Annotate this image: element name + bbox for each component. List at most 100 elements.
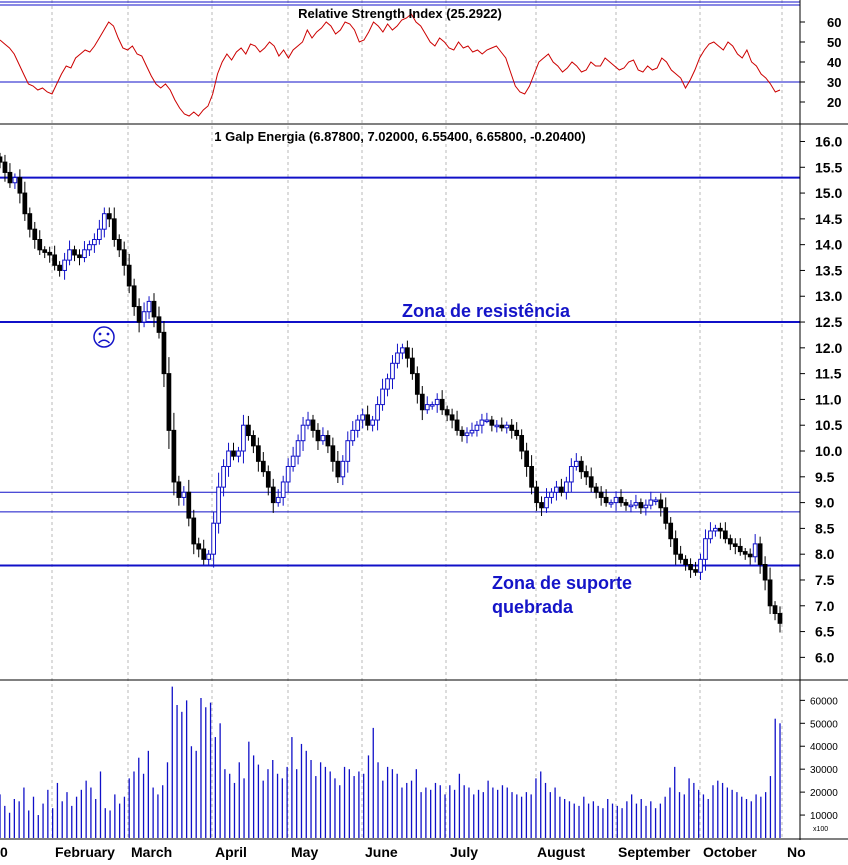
candle-body xyxy=(454,419,460,431)
candle-body xyxy=(141,311,147,323)
price-tick-label: 15.0 xyxy=(815,185,842,201)
candle-body xyxy=(722,530,728,540)
candle-body xyxy=(295,440,301,457)
volume-tick-label: 20000 xyxy=(810,788,838,799)
candle-body xyxy=(57,264,62,271)
candle-body xyxy=(439,398,445,411)
candle-body xyxy=(380,388,385,406)
rsi-tick-label: 50 xyxy=(827,35,841,50)
candle-body xyxy=(315,429,321,442)
candle-body xyxy=(300,424,306,442)
candle-body xyxy=(395,352,400,364)
candle-body xyxy=(648,499,654,506)
candle-body xyxy=(77,254,82,259)
candle-body xyxy=(588,476,594,488)
candle-body xyxy=(340,460,346,478)
candle-body xyxy=(305,419,311,426)
candle-body xyxy=(116,238,122,251)
candle-body xyxy=(325,435,331,447)
price-tick-label: 13.0 xyxy=(815,288,842,304)
price-tick-label: 10.0 xyxy=(815,443,842,459)
price-tick-label: 16.0 xyxy=(815,133,842,149)
candle-body xyxy=(405,347,410,359)
x-tick-label: No xyxy=(787,844,806,860)
candle-body xyxy=(350,429,356,442)
candle-body xyxy=(698,558,703,573)
candle-body xyxy=(678,553,683,560)
candle-body xyxy=(241,424,246,452)
candle-body xyxy=(201,548,207,560)
x-tick-label: 0 xyxy=(0,844,8,860)
candle-body xyxy=(330,445,336,462)
candle-body xyxy=(593,486,599,493)
price-tick-label: 6.0 xyxy=(815,649,835,665)
candle-body xyxy=(633,502,639,506)
candle-body xyxy=(97,228,102,240)
candle-body xyxy=(673,538,679,555)
candle-body xyxy=(732,543,738,547)
candle-body xyxy=(236,450,241,457)
rsi-tick-label: 20 xyxy=(827,95,841,110)
candle-body xyxy=(226,450,231,467)
candle-body xyxy=(0,156,3,163)
price-tick-label: 12.0 xyxy=(815,340,842,356)
candle-body xyxy=(772,605,778,615)
candle-body xyxy=(638,502,644,509)
candle-body xyxy=(151,300,157,318)
candle-body xyxy=(777,613,783,624)
candle-body xyxy=(72,249,77,256)
candle-body xyxy=(683,558,688,566)
candle-body xyxy=(693,569,698,573)
price-tick-label: 11.5 xyxy=(815,366,842,382)
price-title: 1 Galp Energia (6.87800, 7.02000, 6.5540… xyxy=(214,129,585,144)
candle-body xyxy=(434,398,440,406)
sad-face-icon xyxy=(93,326,115,348)
candle-body xyxy=(718,527,723,532)
candle-body xyxy=(757,543,763,566)
candle-body xyxy=(663,507,669,524)
price-tick-label: 9.0 xyxy=(815,495,835,511)
candle-body xyxy=(479,419,485,426)
support-annotation-line1: Zona de suporte xyxy=(492,573,632,593)
candle-body xyxy=(568,465,574,483)
candle-body xyxy=(176,481,182,498)
price-tick-label: 9.5 xyxy=(815,469,835,485)
candle-body xyxy=(767,579,773,607)
candle-body xyxy=(186,491,192,519)
candle-body xyxy=(345,440,351,462)
candle-body xyxy=(221,465,226,488)
x-tick-label: March xyxy=(131,844,172,860)
candle-body xyxy=(111,218,117,240)
candle-body xyxy=(335,460,341,478)
price-tick-label: 6.5 xyxy=(815,624,835,640)
price-tick-label: 8.0 xyxy=(815,546,835,562)
candle-body xyxy=(534,486,539,504)
rsi-line xyxy=(0,13,781,117)
candle-body xyxy=(375,404,380,421)
candle-body xyxy=(608,502,614,505)
candle-body xyxy=(419,393,425,411)
candle-body xyxy=(737,545,743,553)
candle-body xyxy=(92,238,97,246)
candle-body xyxy=(519,435,525,452)
candle-body xyxy=(191,517,197,545)
candle-body xyxy=(668,522,674,540)
support-annotation-line2: quebrada xyxy=(492,597,574,617)
candle-body xyxy=(32,228,38,240)
candle-body xyxy=(414,373,420,395)
volume-tick-label: 50000 xyxy=(810,719,838,730)
price-tick-label: 11.0 xyxy=(815,391,842,407)
candle-body xyxy=(489,419,495,426)
candle-body xyxy=(2,161,8,173)
volume-tick-label: 10000 xyxy=(810,811,838,822)
price-tick-label: 14.5 xyxy=(815,211,842,227)
candle-body xyxy=(231,450,236,457)
candle-body xyxy=(559,486,564,493)
candle-body xyxy=(17,177,23,194)
candle-body xyxy=(260,460,266,473)
candle-body xyxy=(12,177,18,184)
candle-body xyxy=(623,502,629,506)
volume-tick-label: 40000 xyxy=(810,742,838,753)
candle-body xyxy=(275,496,281,504)
candle-body xyxy=(166,373,172,431)
